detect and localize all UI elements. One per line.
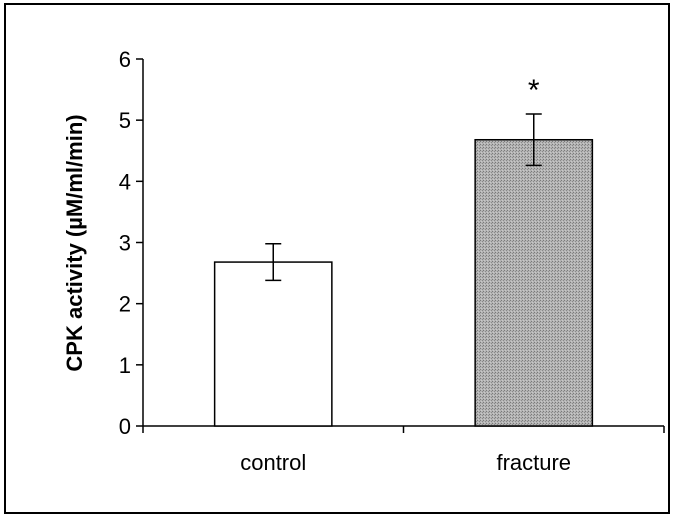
y-tick-label: 6 xyxy=(119,47,131,72)
y-tick-label: 3 xyxy=(119,231,131,256)
bars: * xyxy=(213,74,594,427)
bar-control xyxy=(213,261,333,427)
y-tick-label: 1 xyxy=(119,353,131,378)
y-tick-label: 2 xyxy=(119,292,131,317)
y-tick-label: 5 xyxy=(119,108,131,133)
bar-fracture xyxy=(474,138,594,427)
x-category-label: control xyxy=(240,450,306,475)
x-category-label: fracture xyxy=(496,450,571,475)
y-axis-title: CPK activity (µM/ml/min) xyxy=(62,114,87,371)
significance-marker: * xyxy=(528,74,540,107)
y-tick-label: 4 xyxy=(119,169,131,194)
y-tick-label: 0 xyxy=(119,414,131,439)
